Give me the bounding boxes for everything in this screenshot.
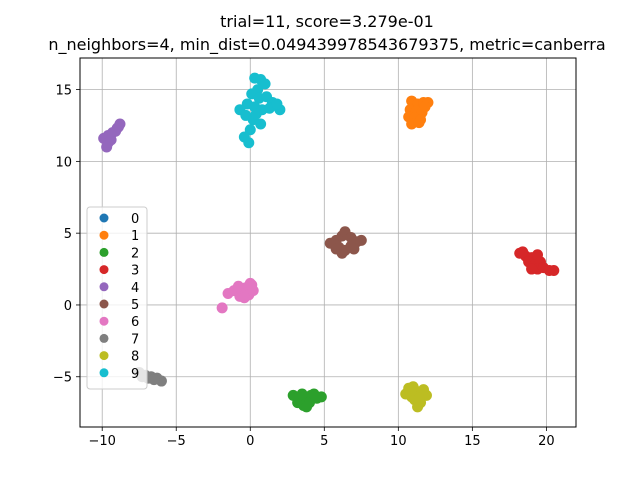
point-3 xyxy=(548,264,560,276)
y-tick-label: 0 xyxy=(64,299,72,314)
legend-label-5: 5 xyxy=(131,298,139,313)
point-7 xyxy=(148,374,160,386)
legend-marker-1 xyxy=(99,230,109,240)
point-2 xyxy=(301,401,313,413)
point-8 xyxy=(417,384,429,396)
legend-marker-0 xyxy=(99,213,109,223)
point-1 xyxy=(419,101,431,113)
point-3 xyxy=(526,263,538,275)
legend-label-7: 7 xyxy=(131,332,139,347)
point-3 xyxy=(517,246,529,258)
point-9 xyxy=(259,78,271,90)
point-5 xyxy=(355,234,367,246)
y-tick-label: 15 xyxy=(55,84,72,99)
point-9 xyxy=(255,118,267,130)
point-6 xyxy=(238,292,250,304)
legend-label-8: 8 xyxy=(131,350,139,365)
legend-label-2: 2 xyxy=(131,246,139,261)
point-2 xyxy=(308,388,320,400)
legend-marker-5 xyxy=(99,299,109,309)
point-4 xyxy=(101,141,113,153)
x-tick-label: 5 xyxy=(320,434,328,449)
point-9 xyxy=(271,98,283,110)
point-4 xyxy=(112,121,124,133)
point-5 xyxy=(330,243,342,255)
plot-area: −10 −5 0 5 10 15 20 −5 0 5 10 15 0 1 2 3 4 5 6 7 8 9 xyxy=(53,57,577,449)
legend-marker-7 xyxy=(99,333,109,343)
legend-marker-2 xyxy=(99,247,109,257)
x-tick-label: 0 xyxy=(246,434,254,449)
legend-marker-3 xyxy=(99,265,109,275)
y-tick-label: 10 xyxy=(55,155,72,170)
point-9 xyxy=(238,131,250,143)
legend-label-0: 0 xyxy=(131,212,139,227)
point-2 xyxy=(296,388,308,400)
x-tick-label: 15 xyxy=(464,434,481,449)
x-tick-label: 10 xyxy=(390,434,407,449)
legend-marker-8 xyxy=(99,351,109,361)
point-8 xyxy=(413,392,425,404)
legend-label-6: 6 xyxy=(131,315,139,330)
legend-label-3: 3 xyxy=(131,264,139,279)
point-6 xyxy=(244,277,256,289)
chart-subtitle: n_neighbors=4, min_dist=0.04943997854367… xyxy=(48,35,605,55)
legend-label-4: 4 xyxy=(131,281,139,296)
point-8 xyxy=(412,401,424,413)
legend-marker-6 xyxy=(99,316,109,326)
x-tick-label: −5 xyxy=(167,434,186,449)
x-tick-label: −10 xyxy=(88,434,115,449)
point-1 xyxy=(413,117,425,129)
legend-label-1: 1 xyxy=(131,229,139,244)
axes-frame xyxy=(79,57,577,428)
legend-label-9: 9 xyxy=(131,367,139,382)
point-8 xyxy=(407,381,419,393)
point-5 xyxy=(348,243,360,255)
chart-title: trial=11, score=3.279e-01 xyxy=(220,12,434,31)
y-tick-label: 5 xyxy=(64,227,72,242)
y-tick-label: −5 xyxy=(53,371,72,386)
x-tick-label: 20 xyxy=(538,434,555,449)
point-9 xyxy=(250,108,262,120)
legend-marker-9 xyxy=(99,368,109,378)
point-6 xyxy=(216,302,228,314)
legend-marker-4 xyxy=(99,282,109,292)
point-6 xyxy=(232,280,244,292)
